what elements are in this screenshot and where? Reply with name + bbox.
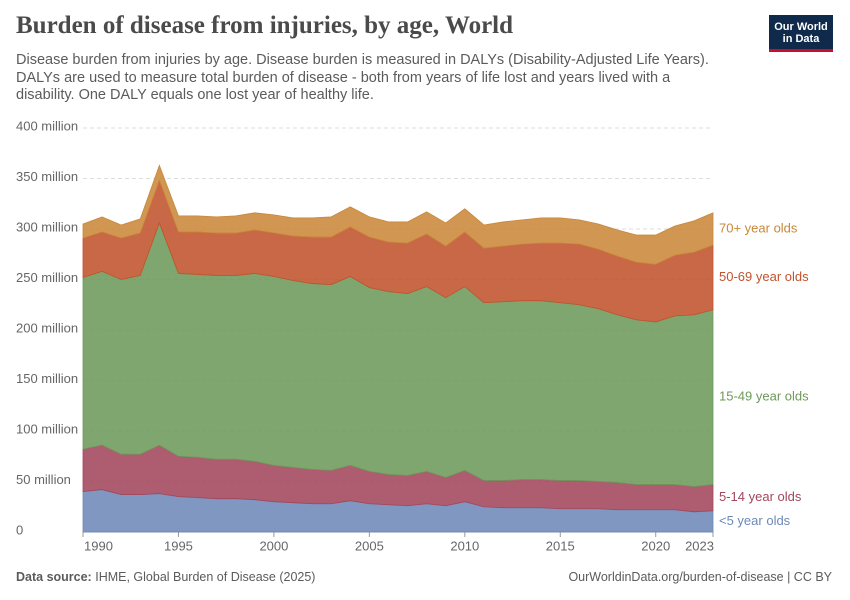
x-tick-label: 2015 [546,538,575,553]
y-tick-label: 100 million [16,421,78,436]
footer-url[interactable]: OurWorldinData.org/burden-of-disease | C… [568,570,832,584]
footer-source: Data source: IHME, Global Burden of Dise… [16,570,315,584]
y-tick-label: 400 million [16,118,78,133]
x-tick-label: 2020 [641,538,670,553]
x-tick-label: 2000 [259,538,288,553]
title: Burden of disease from injuries, by age,… [16,12,514,39]
y-tick-label: 250 million [16,270,78,285]
y-tick-label: 200 million [16,320,78,335]
series-label: 5-14 year olds [719,489,802,504]
y-tick-label: 50 million [16,472,71,487]
series-label: <5 year olds [719,513,791,528]
x-tick-label: 1995 [164,538,193,553]
y-tick-label: 150 million [16,371,78,386]
y-tick-label: 0 [16,522,23,537]
y-tick-label: 350 million [16,169,78,184]
series-label: 70+ year olds [719,220,798,235]
source-label: Data source: [16,570,92,584]
logo-line: Our World [774,21,828,33]
x-tick-label: 2010 [450,538,479,553]
logo[interactable]: Our World in Data [769,15,833,52]
series-label: 50-69 year olds [719,269,809,284]
series-label: 15-49 year olds [719,389,809,404]
logo-line: in Data [782,33,820,45]
x-tick-label: 2005 [355,538,384,553]
x-tick-label: 2023 [685,538,714,553]
subtitle: Disease burden from injuries by age. Dis… [16,52,709,103]
area [82,164,714,265]
source: IHME, Global Burden of Disease (2025) [95,570,316,584]
x-tick-label: 1990 [84,538,113,553]
y-tick-label: 300 million [16,219,78,234]
